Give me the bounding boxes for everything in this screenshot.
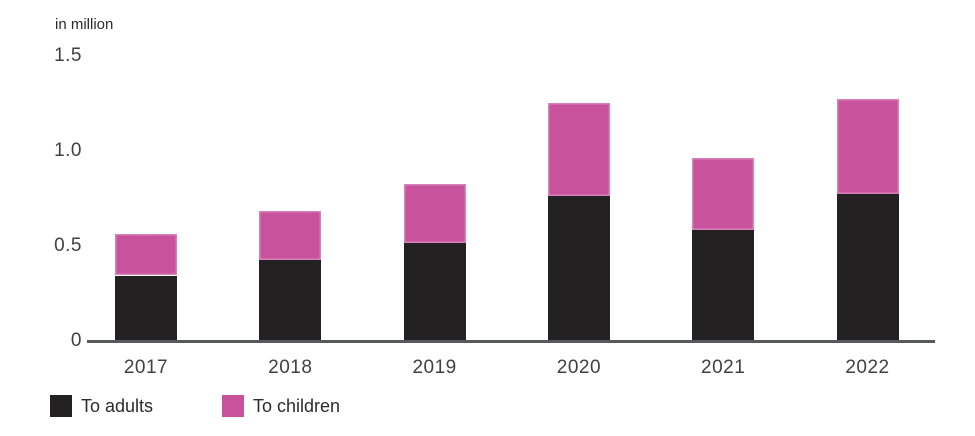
bar-segment-children-2019	[403, 184, 466, 244]
bar-segment-adults-2022	[836, 193, 899, 342]
x-axis-label-2018: 2018	[268, 357, 313, 378]
y-tick-label: 1.0	[54, 140, 82, 161]
bar-segment-children-2022	[836, 98, 899, 194]
x-axis-label-2019: 2019	[412, 357, 457, 378]
bar-segment-adults-2020	[547, 195, 610, 342]
chart-title: in million	[55, 16, 114, 33]
bar-segment-children-2021	[692, 157, 755, 230]
bar-segment-adults-2017	[115, 275, 177, 342]
x-axis-label-2021: 2021	[701, 357, 746, 378]
bar-segment-adults-2018	[259, 260, 322, 342]
y-tick-label: 0	[70, 330, 82, 351]
y-tick-label: 0.5	[54, 235, 82, 256]
x-axis-label-2020: 2020	[556, 357, 602, 378]
bar-segment-adults-2019	[403, 243, 466, 342]
x-axis-label-2022: 2022	[845, 357, 890, 378]
x-axis-line	[87, 340, 935, 343]
bar-segment-children-2018	[259, 210, 322, 261]
bar-segment-children-2020	[547, 102, 610, 196]
bar-segment-adults-2021	[692, 229, 755, 342]
bar-segment-children-2017	[115, 233, 177, 276]
y-tick-label: 1.5	[54, 45, 82, 66]
x-axis-label-2017: 2017	[123, 357, 169, 378]
